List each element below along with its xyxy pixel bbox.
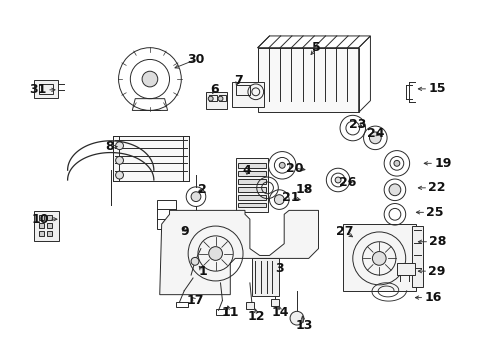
Bar xyxy=(251,258,279,296)
Text: 6: 6 xyxy=(210,84,219,96)
Bar xyxy=(112,136,189,181)
Bar xyxy=(39,231,44,236)
Text: 10: 10 xyxy=(31,213,49,226)
Text: 4: 4 xyxy=(242,164,251,177)
Bar xyxy=(34,211,59,241)
Circle shape xyxy=(191,192,201,202)
Bar xyxy=(218,95,226,100)
Bar xyxy=(39,84,53,94)
Text: 26: 26 xyxy=(339,176,356,189)
Circle shape xyxy=(289,311,303,325)
Text: 22: 22 xyxy=(427,181,445,194)
Text: 2: 2 xyxy=(198,183,207,196)
Polygon shape xyxy=(160,210,318,294)
Text: 23: 23 xyxy=(348,118,366,131)
Text: 30: 30 xyxy=(187,53,204,66)
Text: 15: 15 xyxy=(427,82,445,95)
Bar xyxy=(411,226,423,287)
Bar xyxy=(34,80,58,98)
Text: 12: 12 xyxy=(247,310,265,323)
Circle shape xyxy=(208,96,213,101)
Text: 13: 13 xyxy=(294,319,312,332)
Text: 16: 16 xyxy=(424,291,441,304)
Text: 17: 17 xyxy=(186,294,203,307)
Text: 3: 3 xyxy=(274,262,283,275)
Bar xyxy=(238,187,265,192)
Text: 1: 1 xyxy=(198,265,207,278)
Bar xyxy=(238,179,265,184)
Text: 27: 27 xyxy=(336,225,353,238)
Text: 25: 25 xyxy=(426,206,443,219)
Bar xyxy=(238,195,265,199)
Bar xyxy=(232,82,263,107)
Text: 28: 28 xyxy=(428,235,446,248)
Bar xyxy=(271,298,279,306)
Bar xyxy=(238,203,265,207)
Bar xyxy=(205,92,227,109)
Circle shape xyxy=(393,161,399,166)
Text: 8: 8 xyxy=(105,140,113,153)
Text: 18: 18 xyxy=(294,183,312,196)
Bar xyxy=(342,224,416,291)
Text: 31: 31 xyxy=(30,84,47,96)
Bar xyxy=(47,231,52,236)
Circle shape xyxy=(274,195,284,204)
Bar xyxy=(208,95,216,100)
Bar xyxy=(245,302,253,309)
Bar xyxy=(47,215,52,220)
Bar xyxy=(157,199,176,229)
Bar xyxy=(39,215,44,220)
Text: 7: 7 xyxy=(233,73,242,86)
Circle shape xyxy=(372,252,386,265)
Bar xyxy=(257,48,358,112)
Text: 11: 11 xyxy=(221,306,239,319)
Text: 24: 24 xyxy=(366,127,383,140)
Bar xyxy=(215,309,225,315)
Bar xyxy=(176,302,188,307)
Bar xyxy=(238,171,265,176)
Text: 20: 20 xyxy=(285,162,303,175)
Text: 21: 21 xyxy=(282,191,299,204)
Circle shape xyxy=(208,247,222,260)
Bar xyxy=(396,263,414,275)
Circle shape xyxy=(115,157,123,164)
Circle shape xyxy=(388,184,400,196)
Circle shape xyxy=(279,162,285,168)
Bar xyxy=(112,136,118,181)
Text: 29: 29 xyxy=(427,265,445,278)
Circle shape xyxy=(334,177,340,183)
Text: 19: 19 xyxy=(433,157,450,170)
Circle shape xyxy=(218,96,223,101)
Circle shape xyxy=(142,71,158,87)
Bar xyxy=(238,163,265,168)
Bar xyxy=(47,223,52,228)
Circle shape xyxy=(369,132,381,144)
Text: 14: 14 xyxy=(271,306,288,319)
Text: 9: 9 xyxy=(180,225,188,238)
Circle shape xyxy=(191,257,199,265)
Circle shape xyxy=(115,142,123,150)
Bar xyxy=(39,223,44,228)
Bar xyxy=(236,158,267,212)
Text: 5: 5 xyxy=(311,41,320,54)
Bar xyxy=(183,136,189,181)
Circle shape xyxy=(115,171,123,179)
Bar xyxy=(236,85,249,95)
